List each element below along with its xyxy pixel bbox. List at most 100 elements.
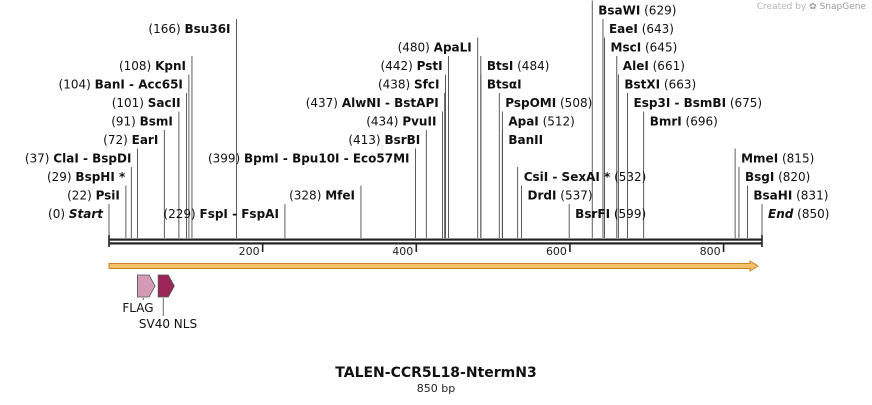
- site-position: (629): [640, 4, 676, 18]
- site-position: (437): [306, 96, 342, 110]
- site-position: (820): [774, 170, 810, 184]
- site-enzyme-name: PspOMI: [505, 96, 556, 110]
- site-position: (484): [513, 59, 549, 73]
- site-enzyme-name: PstI: [417, 59, 443, 73]
- backbone-bottom-strand: [109, 242, 762, 245]
- feature-label: FLAG: [122, 301, 153, 315]
- site-position: (91): [111, 115, 139, 129]
- site-label: EaeI (643): [609, 22, 674, 36]
- site-position: (229): [163, 207, 199, 221]
- site-position: (663): [660, 78, 696, 92]
- site-label: (101) SacII: [112, 96, 181, 110]
- backbone: [108, 235, 763, 247]
- site-label: (72) EarI: [103, 133, 158, 147]
- site-label: Esp3I - BsmBI (675): [634, 96, 763, 110]
- site-enzyme-name: CsiI - SexAI *: [524, 170, 611, 184]
- site-label: BsgI (820): [745, 170, 810, 184]
- site-enzyme-name: ApaLI: [434, 41, 472, 55]
- snapgene-logo-icon: ✿: [809, 2, 817, 12]
- site-label: (22) PsiI: [67, 189, 120, 203]
- site-position: (508): [556, 96, 592, 110]
- site-position: (537): [556, 189, 592, 203]
- site-label: ApaI (512): [508, 115, 575, 129]
- site-enzyme-name: BsaWI: [598, 4, 640, 18]
- site-position: (599): [610, 207, 646, 221]
- site-position: (645): [641, 41, 677, 55]
- site-label: End (850): [768, 207, 829, 221]
- site-label: (166) Bsu36I: [148, 22, 230, 36]
- site-enzyme-name: BanI - Acc65I: [95, 78, 183, 92]
- site-enzyme-name: PsiI: [96, 189, 120, 203]
- site-position: (399): [208, 152, 244, 166]
- site-enzyme-name: BsrBI: [384, 133, 420, 147]
- site-label: MmeI (815): [741, 152, 814, 166]
- site-label: (29) BspHI *: [47, 170, 126, 184]
- site-enzyme-name: AleI: [623, 59, 649, 73]
- site-label: (91) BsmI: [111, 115, 173, 129]
- site-position: (480): [398, 41, 434, 55]
- site-position: (108): [119, 59, 155, 73]
- site-label: CsiI - SexAI * (532): [524, 170, 647, 184]
- site-enzyme-name: BsmI: [140, 115, 173, 129]
- site-label: BsrFI (599): [575, 207, 646, 221]
- site-position: (328): [289, 189, 325, 203]
- site-label: (480) ApaLI: [398, 41, 472, 55]
- site-labels: (0) Start (22) PsiI (29) BspHI * (37) ClaI …: [25, 4, 830, 222]
- site-enzyme-name: FspI - FspAI: [200, 207, 279, 221]
- site-enzyme-name: MfeI: [325, 189, 355, 203]
- site-label: BtsI (484): [487, 59, 550, 73]
- site-label: BsaHI (831): [753, 189, 828, 203]
- site-position: (438): [378, 78, 414, 92]
- site-position: (661): [649, 59, 685, 73]
- site-enzyme-name: ClaI - BspDI: [53, 152, 131, 166]
- site-position: (532): [610, 170, 646, 184]
- site-position: (37): [25, 152, 53, 166]
- site-position: (815): [778, 152, 814, 166]
- features: FLAG SV40 NLS: [122, 274, 197, 331]
- site-position: (22): [67, 189, 95, 203]
- site-label: (442) PstI: [381, 59, 443, 73]
- site-enzyme-name: End: [768, 207, 794, 221]
- site-enzyme-name: BtsαI: [487, 78, 522, 92]
- ruler-ticks: 200 400 600 800: [239, 244, 725, 258]
- site-label: (434) PvuII: [366, 115, 436, 129]
- site-label: AleI (661): [623, 59, 685, 73]
- site-enzyme-name: BspHI *: [75, 170, 126, 184]
- site-label: (229) FspI - FspAI: [163, 207, 279, 221]
- site-position: (675): [726, 96, 762, 110]
- feature-sv40-nls-arrow: [157, 274, 175, 298]
- site-position: (104): [59, 78, 95, 92]
- site-position: (72): [103, 133, 131, 147]
- site-label: (328) MfeI: [289, 189, 355, 203]
- site-label: MscI (645): [611, 41, 678, 55]
- site-label: (438) SfcI: [378, 78, 440, 92]
- site-enzyme-name: EarI: [132, 133, 159, 147]
- site-enzyme-name: BtsI: [487, 59, 514, 73]
- site-enzyme-name: BmrI: [650, 115, 682, 129]
- orf-arrow: [108, 260, 759, 272]
- site-label: (37) ClaI - BspDI: [25, 152, 132, 166]
- site-enzyme-name: BsgI: [745, 170, 774, 184]
- feature-flag-arrow: [137, 274, 156, 298]
- site-position: (512): [539, 115, 575, 129]
- credit-label: Created by ✿ SnapGene: [757, 2, 866, 12]
- site-enzyme-name: PvuII: [402, 115, 436, 129]
- site-label: (399) BpmI - Bpu10I - Eco57MI: [208, 152, 410, 166]
- site-enzyme-name: DrdI: [528, 189, 557, 203]
- site-enzyme-name: Esp3I - BsmBI: [634, 96, 726, 110]
- site-position: (434): [366, 115, 402, 129]
- site-position: (831): [792, 189, 828, 203]
- site-position: (643): [638, 22, 674, 36]
- site-label: PspOMI (508): [505, 96, 592, 110]
- site-position: (413): [348, 133, 384, 147]
- site-lines: [108, 0, 763, 238]
- site-position: (166): [148, 22, 184, 36]
- orf-arrow-shape: [108, 260, 759, 272]
- site-enzyme-name: AlwNI - BstAPI: [342, 96, 439, 110]
- site-label: (108) KpnI: [119, 59, 186, 73]
- site-label: (437) AlwNI - BstAPI: [306, 96, 439, 110]
- credit-prefix: Created by: [756, 2, 807, 12]
- site-position: (850): [793, 207, 829, 221]
- site-enzyme-name: MscI: [611, 41, 642, 55]
